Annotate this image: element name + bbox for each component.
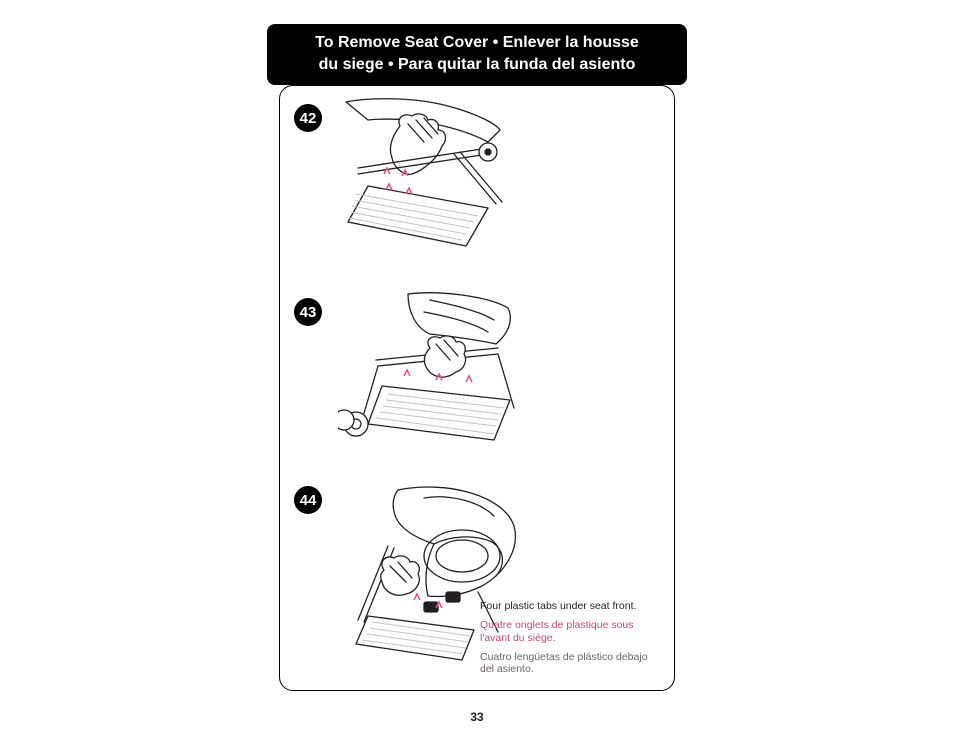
step-number: 44 xyxy=(300,492,317,509)
section-title-banner: To Remove Seat Cover • Enlever la housse… xyxy=(267,24,687,85)
title-line-1: To Remove Seat Cover • Enlever la housse xyxy=(315,34,639,51)
step-badge-43: 43 xyxy=(294,298,322,326)
step-badge-42: 42 xyxy=(294,104,322,132)
title-line-2: du siege • Para quitar la funda del asie… xyxy=(319,56,636,73)
caption-french: Quatre onglets de plastique sous l'avant… xyxy=(480,619,656,645)
page-number: 33 xyxy=(0,710,954,724)
step-number: 43 xyxy=(300,304,317,321)
step-number: 42 xyxy=(300,110,317,127)
instruction-panel: 42 xyxy=(279,85,675,691)
caption-block: Four plastic tabs under seat front. Quat… xyxy=(480,600,656,676)
caption-spanish: Cuatro lengüetas de plástico debajo del … xyxy=(480,651,656,677)
step-badge-44: 44 xyxy=(294,486,322,514)
illustration-43 xyxy=(338,290,548,470)
instruction-panel-wrap: 42 xyxy=(267,79,687,691)
illustration-42 xyxy=(338,96,548,266)
manual-page: To Remove Seat Cover • Enlever la housse… xyxy=(0,0,954,738)
caption-english: Four plastic tabs under seat front. xyxy=(480,600,656,613)
